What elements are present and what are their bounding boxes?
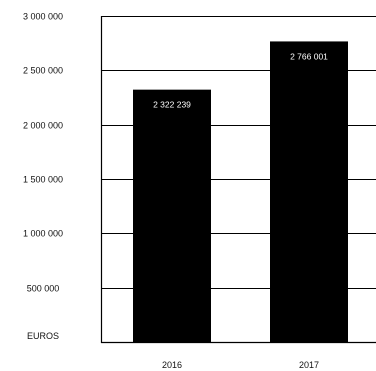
- y-tick-label: 2 000 000: [23, 121, 63, 131]
- labels: 500 000 1 000 000 1 500 000 2 000 000 2 500 …: [23, 12, 328, 371]
- bars: [133, 41, 348, 343]
- y-tick-label: 1 000 000: [23, 229, 63, 239]
- x-tick-label: 2017: [299, 360, 319, 370]
- bar-2017: [270, 41, 348, 343]
- y-tick-label: 3 000 000: [23, 12, 63, 22]
- axes: [100, 16, 376, 344]
- bar-value-label: 2 322 239: [153, 100, 191, 110]
- y-tick-label: 1 500 000: [23, 175, 63, 185]
- x-tick-label: 2016: [162, 360, 182, 370]
- bar-2016: [133, 89, 211, 343]
- y-tick-label: 2 500 000: [23, 66, 63, 76]
- y-unit-label: EUROS: [27, 331, 59, 341]
- y-tick-label: 500 000: [27, 284, 60, 294]
- bar-value-label: 2 766 001: [290, 51, 328, 61]
